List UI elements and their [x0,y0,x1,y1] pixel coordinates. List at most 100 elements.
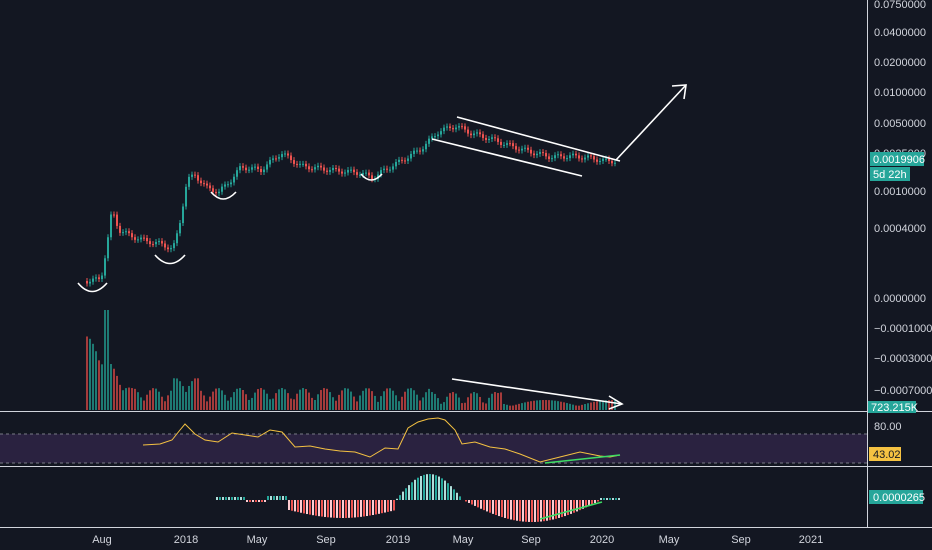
macd-bar [306,500,308,515]
macd-bar [429,474,431,500]
macd-tag: 0.0000265 [869,490,925,504]
candle-body [368,172,370,176]
candle-body [419,150,421,152]
candle-body [461,126,463,128]
volume-bar [515,404,517,410]
candle-body [488,138,490,140]
volume-bar [98,360,100,410]
time-tick-label: Sep [316,534,336,546]
macd-bar [435,475,437,500]
macd-bar [489,500,491,513]
candle-body [542,152,544,154]
volume-bar [119,384,121,410]
volume-bar [188,385,190,410]
volume-bar [512,405,514,410]
candle-body [197,175,199,181]
volume-bar [125,388,127,410]
macd-bar [504,500,506,518]
price-tick-label: 0.0004000 [874,223,926,235]
macd-bar [582,500,584,509]
macd-bar [468,500,470,503]
candle-body [218,191,220,194]
macd-bar [405,488,407,500]
volume-bar [221,390,223,410]
volume-bar [401,396,403,410]
volume-bar [584,404,586,410]
volume-bar [134,388,136,410]
candle-body [464,126,466,130]
macd-bar [225,497,227,500]
volume-bar [338,394,340,410]
volume-bar [503,403,505,410]
volume-bar [545,400,547,410]
volume-bar [329,392,331,410]
macd-bar [510,500,512,520]
candle-body [320,165,322,168]
candle-body [428,138,430,144]
macd-bar [501,500,503,518]
candle-body [260,169,262,173]
candle-body [221,186,223,192]
candle-body [206,183,208,186]
macd-bar [495,500,497,516]
candle-body [476,132,478,134]
macd-bar [561,500,563,518]
volume-bar [569,403,571,410]
macd-bar [576,500,578,512]
macd-bar [531,500,533,522]
candle-body [521,148,523,151]
candle-body [563,156,565,159]
volume-bar [212,391,214,410]
macd-bar [456,492,458,500]
candle-body [536,153,538,156]
rsi-divergence-line [544,454,621,464]
macd-bar [258,500,260,502]
macd-bar [327,500,329,518]
candle-body [356,172,358,175]
macd-bar [261,500,263,502]
candle-body [575,153,577,156]
macd-bar [378,500,380,514]
macd-bar [369,500,371,516]
candle-body [509,143,511,145]
candle-body [437,134,439,137]
candle-body [275,158,277,160]
candle-body [524,147,526,149]
volume-bar [359,395,361,410]
candle-body [113,214,115,216]
candle-body [350,169,352,171]
macd-bar [540,500,542,522]
candle-body [347,170,349,173]
macd-bar [333,500,335,518]
volume-bar [335,400,337,410]
volume-bar [233,392,235,410]
candles [86,123,616,287]
macd-bar [537,500,539,522]
candle-body [581,158,583,160]
candle-body [314,167,316,170]
volume-last-label: 723.215K [871,402,919,414]
macd-bar [336,500,338,518]
candle-body [344,172,346,174]
volume-bar [146,394,148,410]
last-price-tag: 0.0019906 [870,152,925,166]
divergence-lines [539,454,621,520]
volume-bar [182,386,184,410]
volume-bar [116,375,118,410]
macd-bar [399,495,401,500]
volume-bar [500,392,502,410]
candle-body [548,156,550,159]
candle-body [164,243,166,248]
candle-body [293,160,295,164]
candle-body [614,162,616,164]
macd-bar [345,500,347,518]
macd-bar [351,500,353,518]
volume-bar [281,388,283,410]
candle-body [128,231,130,234]
volume-bar [179,381,181,410]
candle-body [122,232,124,234]
volume-bar [527,401,529,410]
time-axis[interactable]: Aug 2018 May Sep 2019 May Sep 2020 May Sep 2021 [92,534,823,546]
macd-divergence-line [539,501,603,520]
